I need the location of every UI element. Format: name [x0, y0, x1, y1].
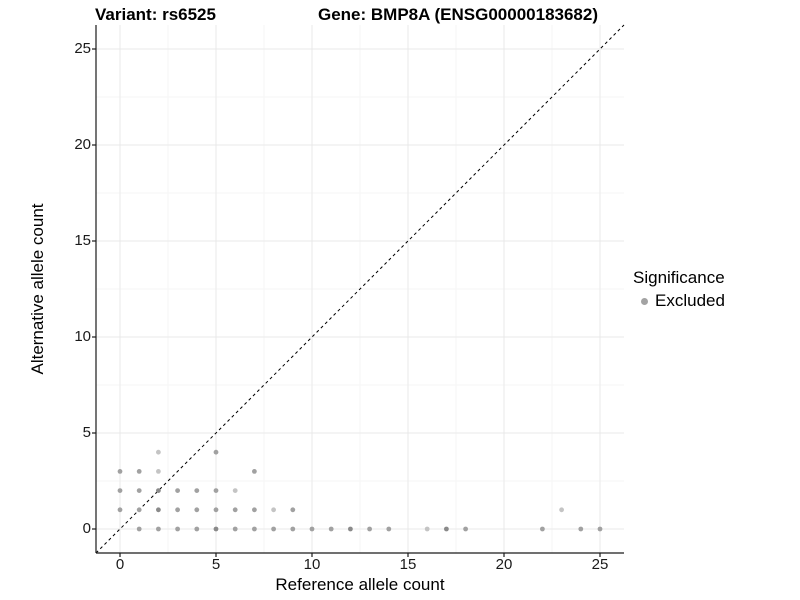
data-point	[213, 526, 219, 532]
legend-item-excluded: Excluded	[633, 291, 725, 311]
plot-title-gene: Gene: BMP8A (ENSG00000183682)	[318, 5, 599, 24]
data-point	[194, 507, 200, 513]
legend-item-label: Excluded	[655, 291, 725, 310]
data-point	[136, 526, 142, 532]
data-point	[232, 488, 238, 493]
data-point	[386, 526, 392, 532]
data-point	[290, 507, 296, 513]
identity-line	[95, 24, 625, 554]
data-point	[194, 526, 200, 532]
data-point	[175, 526, 181, 532]
data-point	[213, 488, 219, 493]
data-point	[559, 507, 564, 513]
y-axis-label: Alternative allele count	[28, 203, 47, 375]
x-tick-label: 25	[591, 556, 609, 573]
data-point	[232, 526, 238, 532]
data-point	[309, 526, 315, 532]
y-tick-label: 25	[74, 40, 91, 57]
data-point	[271, 507, 276, 513]
data-point	[271, 526, 276, 532]
x-tick-label: 10	[303, 556, 321, 573]
data-point	[175, 507, 181, 513]
legend: Significance Excluded	[633, 268, 725, 311]
data-point	[444, 526, 449, 532]
data-point	[597, 526, 603, 532]
data-point	[156, 488, 161, 493]
data-point	[213, 449, 219, 455]
legend-key	[633, 292, 655, 310]
data-point	[136, 488, 142, 493]
y-tick-label: 5	[82, 424, 91, 441]
x-tick-label: 0	[115, 556, 125, 573]
data-point	[117, 488, 123, 493]
data-point	[136, 507, 142, 513]
y-tick-label: 20	[74, 136, 91, 153]
data-point	[156, 469, 161, 474]
y-tick-label: 0	[82, 520, 91, 537]
data-point	[540, 526, 545, 532]
data-point	[348, 526, 353, 532]
y-tick-label: 10	[74, 328, 91, 345]
plot-title-variant: Variant: rs6525	[95, 5, 216, 24]
data-point	[252, 526, 257, 532]
legend-title: Significance	[633, 268, 725, 287]
data-point	[252, 469, 257, 474]
data-point	[367, 526, 372, 532]
data-point	[156, 526, 161, 532]
x-tick-label: 20	[495, 556, 513, 573]
x-axis-label: Reference allele count	[275, 575, 445, 594]
data-point	[156, 449, 161, 455]
data-point	[328, 526, 334, 532]
y-tick-label: 15	[74, 232, 91, 249]
data-point	[290, 526, 296, 532]
data-point	[252, 507, 257, 513]
data-point	[463, 526, 468, 532]
x-tick-label: 15	[399, 556, 417, 573]
data-point	[175, 488, 181, 493]
data-point	[156, 507, 161, 513]
data-point	[117, 469, 123, 474]
excluded-dot-icon	[640, 297, 648, 305]
data-point	[194, 488, 200, 493]
data-point	[424, 526, 430, 532]
x-tick-label: 5	[211, 556, 221, 573]
data-point	[578, 526, 584, 532]
data-point	[213, 507, 219, 513]
data-point	[232, 507, 238, 513]
data-point	[136, 469, 142, 474]
data-point	[117, 507, 123, 513]
